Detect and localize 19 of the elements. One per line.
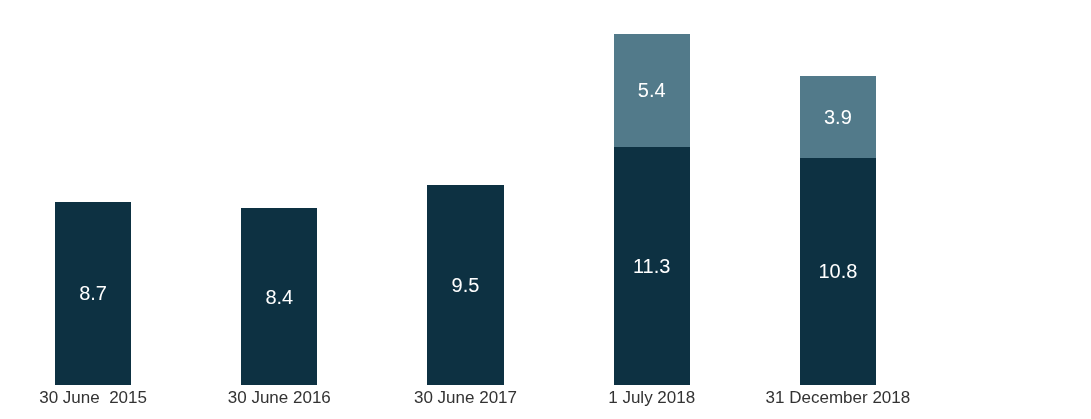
bar bbox=[427, 185, 504, 385]
x-tick-label: 31 December 2018 bbox=[765, 388, 911, 407]
bar bbox=[241, 208, 318, 385]
data-label: 8.4 bbox=[265, 285, 294, 308]
data-label: 5.4 bbox=[637, 79, 666, 102]
data-label: 11.3 bbox=[632, 255, 671, 278]
x-tick-label: 30 June 2017 bbox=[413, 388, 518, 407]
x-tick-label: 30 June 2016 bbox=[227, 388, 331, 407]
data-label: 10.8 bbox=[818, 260, 858, 283]
bar bbox=[799, 157, 877, 385]
data-label: 3.9 bbox=[823, 105, 852, 128]
bar bbox=[613, 33, 690, 148]
bar bbox=[799, 75, 877, 158]
x-tick-label: 1 July 2018 bbox=[608, 388, 696, 407]
data-label: 8.7 bbox=[79, 282, 108, 305]
bar bbox=[54, 201, 132, 385]
bar bbox=[613, 147, 690, 385]
x-tick-label: 30 June 2015 bbox=[39, 388, 147, 407]
data-label: 9.5 bbox=[451, 274, 480, 297]
